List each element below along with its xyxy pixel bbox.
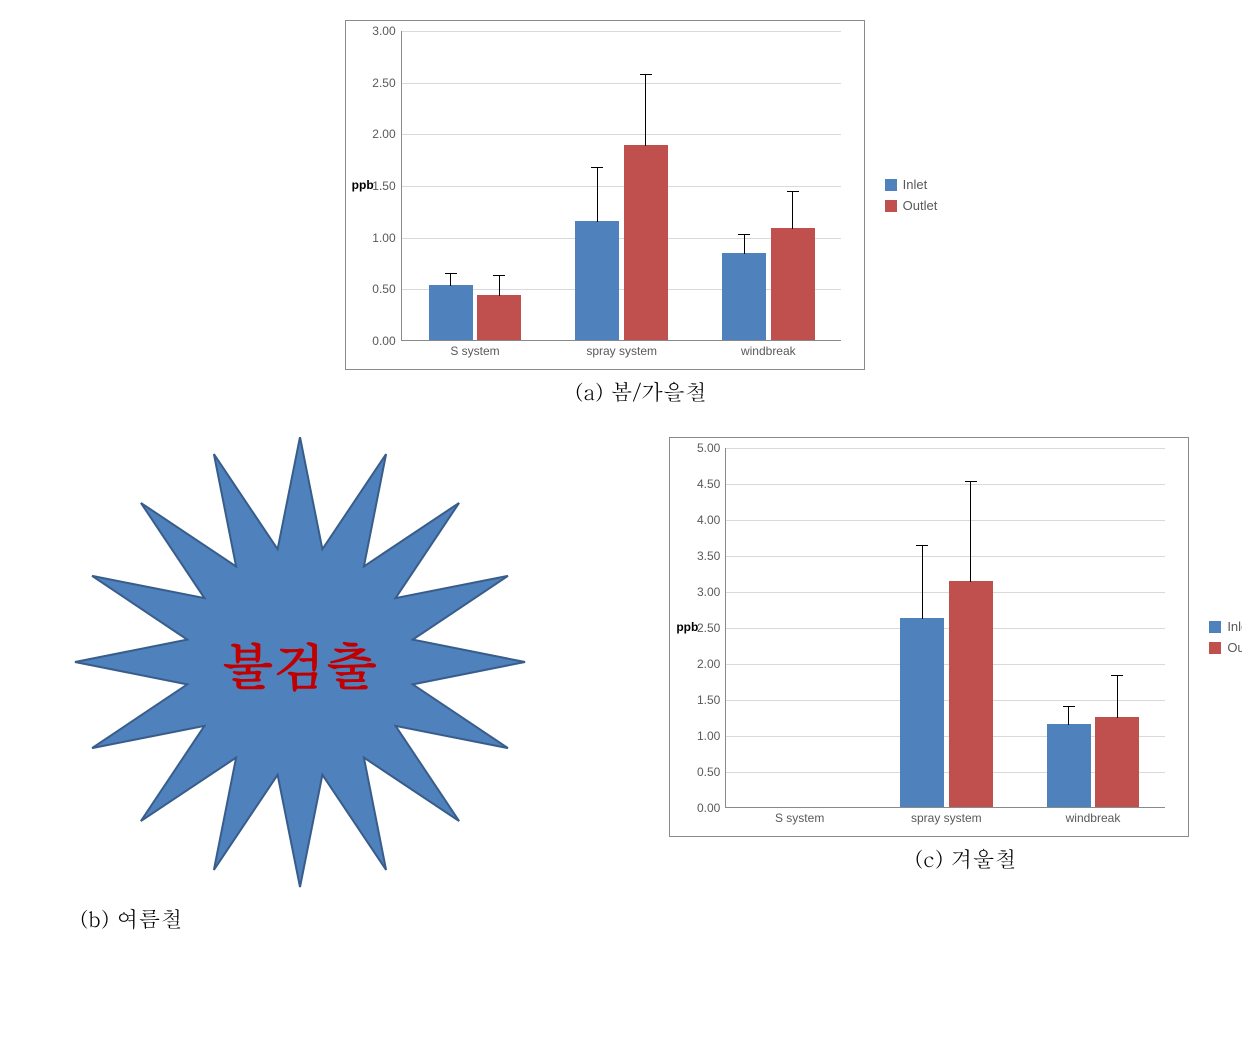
error-bar — [744, 234, 745, 255]
starburst-label: 불검출 — [222, 626, 378, 700]
x-category-label: spray system — [911, 807, 982, 825]
caption-b: (b) 여름철 — [80, 903, 183, 934]
error-cap — [640, 74, 652, 75]
legend-label-inlet: Inlet — [903, 177, 928, 192]
ytick-label: 3.00 — [372, 24, 401, 38]
legend-swatch-inlet — [1209, 621, 1221, 633]
figure-container: 0.00 0.50 1.00 1.50 2.00 2.50 3.00 S system spra… — [20, 20, 1242, 934]
ytick-label: 2.00 — [372, 127, 401, 141]
ytick-label: 0.00 — [372, 334, 401, 348]
panel-c: 0.00 0.50 1.00 1.50 2.00 2.50 3.00 3.50 4.00 4.50… — [669, 437, 1242, 934]
ytick-label: 0.50 — [697, 765, 726, 779]
gridline — [402, 186, 841, 187]
error-bar — [970, 481, 971, 582]
bar — [771, 228, 815, 340]
caption-c: (c) 겨울철 — [915, 843, 1017, 874]
gridline — [726, 448, 1165, 449]
legend-row-inlet: Inlet — [885, 177, 938, 192]
starburst-wrap: 불검출 — [20, 437, 580, 897]
ytick-label: 1.00 — [697, 729, 726, 743]
gridline — [726, 520, 1165, 521]
ytick-label: 0.50 — [372, 282, 401, 296]
error-cap — [965, 481, 977, 482]
plot-area: 0.000.501.001.502.002.503.00S systemspra… — [401, 31, 841, 341]
error-cap — [738, 234, 750, 235]
chart-a-legend: Inlet Outlet — [885, 171, 938, 219]
error-bar — [645, 74, 646, 145]
gridline — [726, 592, 1165, 593]
ytick-label: 0.00 — [697, 801, 726, 815]
gridline — [402, 83, 841, 84]
chart-c-legend: Inlet Outlet — [1209, 613, 1242, 661]
x-category-label: spray system — [586, 340, 657, 358]
error-bar — [597, 167, 598, 222]
legend-swatch-outlet — [885, 200, 897, 212]
x-category-label: S system — [775, 807, 824, 825]
legend-label-outlet-c: Outlet — [1227, 640, 1242, 655]
error-bar — [1117, 675, 1118, 718]
gridline — [402, 134, 841, 135]
legend-row-outlet: Outlet — [885, 198, 938, 213]
chart-a-wrap: 0.00 0.50 1.00 1.50 2.00 2.50 3.00 S system spra… — [345, 20, 938, 370]
x-category-label: windbreak — [1066, 807, 1121, 825]
bar — [722, 253, 766, 340]
error-bar — [1068, 706, 1069, 725]
ytick-label: 4.50 — [697, 477, 726, 491]
chart-a: 0.00 0.50 1.00 1.50 2.00 2.50 3.00 S system spra… — [345, 20, 865, 370]
x-category-label: S system — [450, 340, 499, 358]
chart-c: 0.00 0.50 1.00 1.50 2.00 2.50 3.00 3.50 4.00 4.50… — [669, 437, 1189, 837]
y-axis-label: ppb — [676, 620, 689, 634]
legend-swatch-inlet — [885, 179, 897, 191]
bar — [1095, 717, 1139, 807]
plot-area: 0.000.501.001.502.002.503.003.504.004.50… — [725, 448, 1165, 808]
error-bar — [450, 273, 451, 286]
ytick-label: 2.50 — [697, 621, 726, 635]
error-cap — [591, 167, 603, 168]
legend-label-outlet: Outlet — [903, 198, 938, 213]
gridline — [402, 31, 841, 32]
error-cap — [916, 545, 928, 546]
legend-swatch-outlet — [1209, 642, 1221, 654]
error-cap — [1111, 675, 1123, 676]
error-bar — [499, 275, 500, 296]
gridline — [726, 664, 1165, 665]
error-cap — [1063, 706, 1075, 707]
ytick-label: 2.50 — [372, 76, 401, 90]
bar — [900, 618, 944, 807]
error-cap — [787, 191, 799, 192]
bar — [1047, 724, 1091, 807]
bar — [429, 285, 473, 340]
bar — [575, 221, 619, 340]
error-bar — [922, 545, 923, 619]
panel-a: 0.00 0.50 1.00 1.50 2.00 2.50 3.00 S system spra… — [345, 20, 938, 407]
caption-a: (a) 봄/가을철 — [575, 376, 707, 407]
gridline — [726, 484, 1165, 485]
gridline — [726, 628, 1165, 629]
ytick-label: 3.50 — [697, 549, 726, 563]
error-cap — [493, 275, 505, 276]
row-bottom: 불검출 (b) 여름철 0.00 0.50 1.00 1.50 2.00 2.50 3.00… — [20, 437, 1242, 934]
ytick-label: 1.00 — [372, 231, 401, 245]
row-top: 0.00 0.50 1.00 1.50 2.00 2.50 3.00 S system spra… — [20, 20, 1242, 407]
legend-row-outlet-c: Outlet — [1209, 640, 1242, 655]
ytick-label: 1.50 — [372, 179, 401, 193]
y-axis-label: ppb — [352, 178, 365, 192]
bar — [949, 581, 993, 807]
bar — [477, 295, 521, 340]
error-bar — [792, 191, 793, 229]
chart-c-wrap: 0.00 0.50 1.00 1.50 2.00 2.50 3.00 3.50 4.00 4.50… — [669, 437, 1242, 837]
bar — [624, 145, 668, 340]
ytick-label: 4.00 — [697, 513, 726, 527]
ytick-label: 1.50 — [697, 693, 726, 707]
legend-label-inlet-c: Inlet — [1227, 619, 1242, 634]
x-category-label: windbreak — [741, 340, 796, 358]
gridline — [726, 556, 1165, 557]
error-cap — [445, 273, 457, 274]
legend-row-inlet-c: Inlet — [1209, 619, 1242, 634]
ytick-label: 2.00 — [697, 657, 726, 671]
gridline — [726, 700, 1165, 701]
ytick-label: 5.00 — [697, 441, 726, 455]
ytick-label: 3.00 — [697, 585, 726, 599]
panel-b: 불검출 (b) 여름철 — [20, 437, 580, 934]
